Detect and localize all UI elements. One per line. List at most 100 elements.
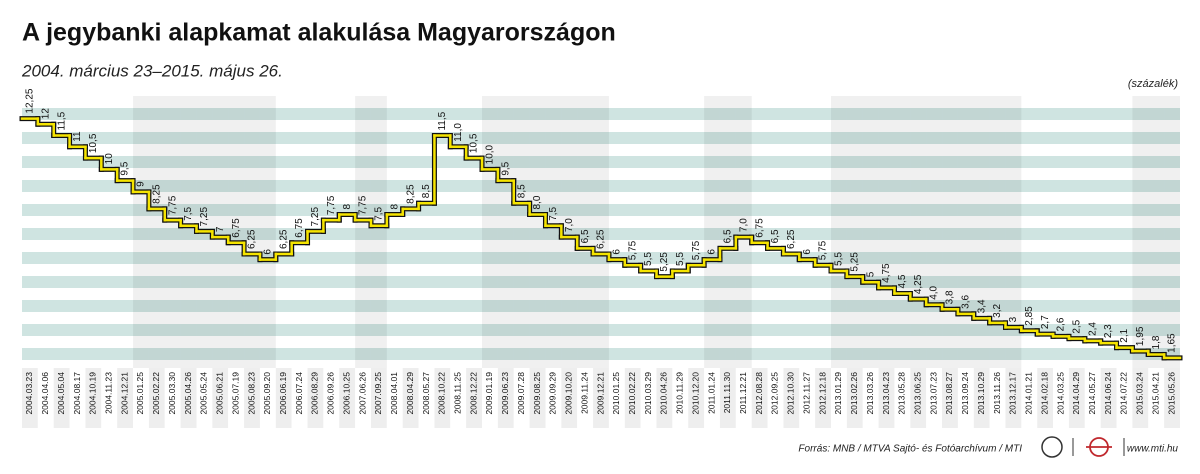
x-tick-label: 2005.01.25 (135, 372, 145, 415)
year-column (894, 96, 911, 368)
value-label: 5 (865, 271, 876, 277)
value-label: 6,5 (770, 229, 781, 243)
x-tick-label: 2004.10.19 (88, 372, 98, 415)
x-label-cell (466, 368, 483, 428)
x-label-cell (164, 368, 181, 428)
x-label-cell (688, 368, 705, 428)
x-tick-label: 2008.04.01 (389, 372, 399, 415)
x-label-cell (497, 368, 514, 428)
x-label-cell (85, 368, 102, 428)
value-label: 2,3 (1103, 324, 1114, 338)
value-label: 6,75 (231, 218, 242, 238)
x-tick-label: 2005.05.24 (199, 372, 209, 415)
x-tick-label: 2006.08.29 (310, 372, 320, 415)
value-label: 12 (40, 108, 51, 120)
x-tick-label: 2011.12.21 (738, 372, 748, 414)
year-column (989, 96, 1006, 368)
year-column (846, 96, 863, 368)
x-tick-label: 2013.09.24 (960, 372, 970, 415)
year-column (1132, 96, 1149, 368)
x-label-cell (862, 368, 879, 428)
year-column (244, 96, 260, 368)
x-tick-label: 2010.12.20 (690, 372, 700, 415)
value-label: 2,85 (1024, 306, 1035, 326)
x-label-cell (450, 368, 467, 428)
background (22, 96, 1180, 428)
value-label: 5,5 (675, 252, 686, 266)
website: www.mti.hu (1127, 444, 1179, 455)
value-label: 2,5 (1072, 319, 1083, 333)
stripe (22, 132, 1180, 144)
chart-subtitle: 2004. március 23–2015. május 26. (21, 61, 283, 80)
x-tick-label: 2005.03.30 (167, 372, 177, 415)
year-column (593, 96, 609, 368)
x-label-cell (751, 368, 768, 428)
value-label: 6,5 (580, 229, 591, 243)
year-column (973, 96, 990, 368)
value-label: 10,5 (469, 133, 480, 153)
stripe (22, 300, 1180, 312)
value-label: 7,75 (358, 195, 369, 215)
year-column (1005, 96, 1022, 368)
x-label-cell (53, 368, 70, 428)
x-tick-label: 2015.03.24 (1135, 372, 1145, 415)
year-column (577, 96, 594, 368)
x-tick-label: 2013.02.26 (849, 372, 859, 415)
x-tick-label: 2013.07.23 (928, 372, 938, 415)
x-label-cell (196, 368, 213, 428)
x-tick-label: 2015.05.26 (1166, 372, 1176, 415)
x-tick-label: 2009.12.21 (595, 372, 605, 415)
x-label-cell (624, 368, 641, 428)
x-label-cell (339, 368, 356, 428)
x-tick-label: 2013.06.25 (913, 372, 923, 415)
value-label: 3 (1008, 316, 1019, 322)
x-label-cell (1084, 368, 1101, 428)
x-tick-label: 2009.06.23 (500, 372, 510, 415)
x-label-cell (1005, 368, 1022, 428)
value-label: 1,8 (1151, 335, 1162, 349)
x-label-cell (957, 368, 974, 428)
x-tick-label: 2012.10.30 (786, 372, 796, 415)
value-label: 6,25 (247, 229, 258, 249)
x-tick-label: 2009.07.28 (516, 372, 526, 415)
x-label-cell (117, 368, 134, 428)
x-tick-label: 2009.11.24 (579, 372, 589, 414)
x-tick-label: 2010.04.26 (659, 372, 669, 415)
source: Forrás: MNB / MTVA Sajtó- és Fotóarchívu… (798, 444, 1022, 455)
value-label: 7,5 (183, 206, 194, 220)
x-tick-label: 2014.04.29 (1071, 372, 1081, 415)
x-tick-label: 2014.05.27 (1087, 372, 1097, 415)
value-label: 9,5 (120, 161, 131, 175)
x-label-cell (545, 368, 562, 428)
x-label-cell (656, 368, 673, 428)
x-tick-label: 2009.09.29 (548, 372, 558, 415)
value-label: 8,25 (151, 184, 162, 204)
x-tick-label: 2005.06.21 (215, 372, 225, 415)
x-label-cell (1148, 368, 1165, 428)
year-column (529, 96, 546, 368)
stripe (22, 108, 1180, 120)
value-label: 8 (342, 204, 353, 210)
x-tick-label: 2014.01.21 (1024, 372, 1034, 415)
year-column (942, 96, 958, 368)
x-label-cell (783, 368, 800, 428)
x-tick-label: 2013.01.29 (833, 372, 843, 415)
value-label: 2,7 (1040, 315, 1051, 329)
x-tick-label: 2010.02.22 (627, 372, 637, 415)
x-label-cell (418, 368, 435, 428)
value-label: 5,5 (643, 252, 654, 266)
value-label: 9,5 (500, 161, 511, 175)
x-tick-label: 2014.03.25 (1055, 372, 1065, 415)
x-label-cell (355, 368, 371, 428)
x-tick-label: 2004.03.23 (24, 372, 34, 415)
year-column (910, 96, 927, 368)
value-label: 6 (707, 249, 718, 255)
stripe (22, 348, 1180, 360)
x-label-cell (529, 368, 546, 428)
x-tick-label: 2005.04.26 (183, 372, 193, 415)
value-label: 7,0 (738, 218, 749, 232)
year-column (228, 96, 245, 368)
year-column (878, 96, 895, 368)
year-column (212, 96, 229, 368)
